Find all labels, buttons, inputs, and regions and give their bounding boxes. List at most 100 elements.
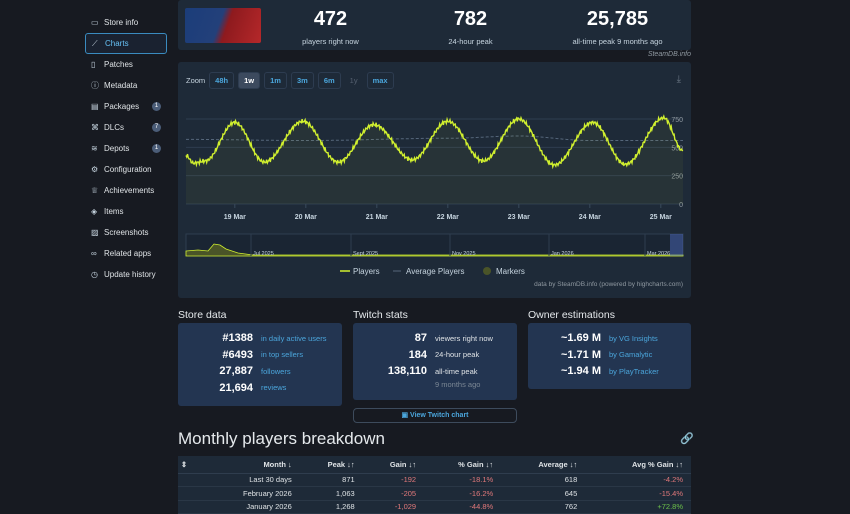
twitch-row: 184 24-hour peak <box>353 347 517 364</box>
navigator-label: Mar 2026 <box>647 251 670 257</box>
navigator-label: Jan 2026 <box>551 251 574 257</box>
sidebar-item-packages[interactable]: ▤ Packages 1 <box>85 96 167 117</box>
zoom-label: Zoom <box>186 76 206 85</box>
monthly-title: Monthly players breakdown <box>178 429 385 448</box>
stat-24h-peak: 782 24-hour peak <box>448 8 493 46</box>
table-cell: +72.8% <box>585 500 691 514</box>
legend-item-markers[interactable]: Markers <box>483 267 525 276</box>
game-thumbnail[interactable] <box>185 8 261 43</box>
spacer <box>178 500 198 514</box>
zoom-max-button[interactable]: max <box>366 72 394 89</box>
link-icon: ∞ <box>91 249 97 258</box>
zoom-6m-button[interactable]: 6m <box>317 72 341 89</box>
sidebar-item-patches[interactable]: ▯ Patches <box>85 54 167 75</box>
row-label[interactable]: by VG Insights <box>609 333 658 343</box>
sidebar-item-update-history[interactable]: ◷ Update history <box>85 264 167 285</box>
table-cell: 871 <box>299 473 363 487</box>
column-header[interactable]: Avg % Gain ↓↑ <box>585 456 691 474</box>
store-data-card: #1388 in daily active users #6493 in top se… <box>178 323 342 406</box>
row-value: 138,110 <box>387 365 427 378</box>
sidebar-item-label: Achievements <box>104 186 155 195</box>
row-label[interactable]: by PlayTracker <box>609 366 659 376</box>
permalink-icon[interactable]: 🔗 <box>680 433 694 445</box>
count-badge: 1 <box>152 144 161 153</box>
row-label[interactable]: in daily active users <box>261 333 327 343</box>
table-cell: -192 <box>362 473 425 487</box>
store_data-row: 27,887 followers <box>178 363 342 380</box>
x-tick-label: 22 Mar <box>437 214 459 221</box>
x-tick-label: 25 Mar <box>650 214 672 221</box>
series-players[interactable] <box>185 114 684 170</box>
monthly-table: ⇕ Month ↓ Peak ↓↑ Gain ↓↑% Gain ↓↑ Average ↓… <box>178 456 691 514</box>
legend-item-players[interactable]: Players <box>340 267 380 276</box>
column-header[interactable]: % Gain ↓↑ <box>424 456 502 474</box>
row-label[interactable]: followers <box>261 366 291 376</box>
row-value: ~1.94 M <box>560 365 601 378</box>
table-cell: -4.2% <box>585 473 691 487</box>
sidebar-item-metadata[interactable]: ⓘ Metadata <box>85 75 167 96</box>
sidebar-item-achievements[interactable]: ♕ Achievements <box>85 180 167 201</box>
sidebar-item-configuration[interactable]: ⚙ Configuration <box>85 159 167 180</box>
owners-row: ~1.69 M by VG Insights <box>528 330 691 347</box>
zoom-1w-button[interactable]: 1w <box>238 72 261 89</box>
table-cell: 645 <box>501 486 586 501</box>
sidebar-item-label: Packages <box>104 102 140 111</box>
sidebar-item-label: Metadata <box>104 81 138 90</box>
column-header[interactable]: Gain ↓↑ <box>362 456 425 474</box>
zoom-48h-button[interactable]: 48h <box>209 72 235 89</box>
sidebar-item-dlcs[interactable]: ⌘ DLCs 7 <box>85 117 167 138</box>
table-cell: Last 30 days <box>198 473 300 487</box>
column-header[interactable]: Month ↓ <box>198 456 300 474</box>
legend-item-average-players[interactable]: Average Players <box>393 267 465 276</box>
sidebar-item-store-info[interactable]: ▭ Store info <box>85 12 167 33</box>
legend-label: Average Players <box>406 267 465 276</box>
sidebar-item-related-apps[interactable]: ∞ Related apps <box>85 243 167 264</box>
column-header[interactable]: Average ↓↑ <box>501 456 586 474</box>
image-icon: ▨ <box>91 228 99 237</box>
sidebar-item-items[interactable]: ◈ Items <box>85 201 167 222</box>
sidebar-item-label: Related apps <box>104 249 152 258</box>
sidebar-item-label: Configuration <box>104 165 152 174</box>
table-cell: -1,029 <box>362 500 425 514</box>
zoom-1y-button[interactable]: 1y <box>349 76 358 85</box>
zoom-1m-button[interactable]: 1m <box>264 72 287 89</box>
table-cell: 762 <box>501 500 586 514</box>
store_data-row: #6493 in top sellers <box>178 347 342 364</box>
row-value: ~1.71 M <box>560 348 601 361</box>
sidebar-item-depots[interactable]: ≋ Depots 1 <box>85 138 167 159</box>
twitch-card: 87 viewers right now 184 24-hour peak 138,11… <box>353 323 517 400</box>
chart-credit: data by SteamDB.info (powered by highcha… <box>534 281 683 288</box>
count-badge: 1 <box>152 102 161 111</box>
row-label: 24-hour peak <box>435 350 480 360</box>
row-value: 184 <box>408 348 427 361</box>
row-label[interactable]: reviews <box>261 383 287 393</box>
navigator-range-handle[interactable] <box>670 234 683 256</box>
store_data-row: #1388 in daily active users <box>178 330 342 347</box>
table-cell: -205 <box>362 486 425 501</box>
table-cell: January 2026 <box>198 500 300 514</box>
view-twitch-chart-button[interactable]: ▣ View Twitch chart <box>353 408 517 423</box>
twitch-peak-date: 9 months ago <box>435 379 481 389</box>
table-cell: -18.1% <box>424 473 502 487</box>
x-tick-label: 21 Mar <box>366 214 388 221</box>
download-icon[interactable]: ⤓ <box>676 74 681 85</box>
table-cell: February 2026 <box>198 486 300 501</box>
column-header[interactable]: Peak ↓↑ <box>299 456 363 474</box>
row-label[interactable]: in top sellers <box>261 350 304 360</box>
y-tick-label: 750 <box>671 117 683 124</box>
owners-title: Owner estimations <box>528 309 615 321</box>
sidebar-item-charts[interactable]: ⟋ Charts <box>85 33 167 54</box>
row-label[interactable]: by Gamalytic <box>609 350 653 360</box>
x-tick-label: 23 Mar <box>508 214 530 221</box>
navigator-series <box>185 243 684 257</box>
column-toggle-icon[interactable]: ⇕ <box>178 456 198 474</box>
x-tick-label: 19 Mar <box>224 214 246 221</box>
row-value: ~1.69 M <box>560 332 601 345</box>
sidebar-item-screenshots[interactable]: ▨ Screenshots <box>85 222 167 243</box>
chart-svg: 0 250 500 750 19 Mar 20 Mar 21 Mar 22 Mar 23 Mar… <box>185 114 684 288</box>
row-label: viewers right now <box>435 333 493 343</box>
history-icon: ◷ <box>91 270 98 279</box>
table-cell: -16.2% <box>424 486 502 501</box>
store-data-title: Store data <box>178 309 227 321</box>
zoom-3m-button[interactable]: 3m <box>290 72 314 89</box>
